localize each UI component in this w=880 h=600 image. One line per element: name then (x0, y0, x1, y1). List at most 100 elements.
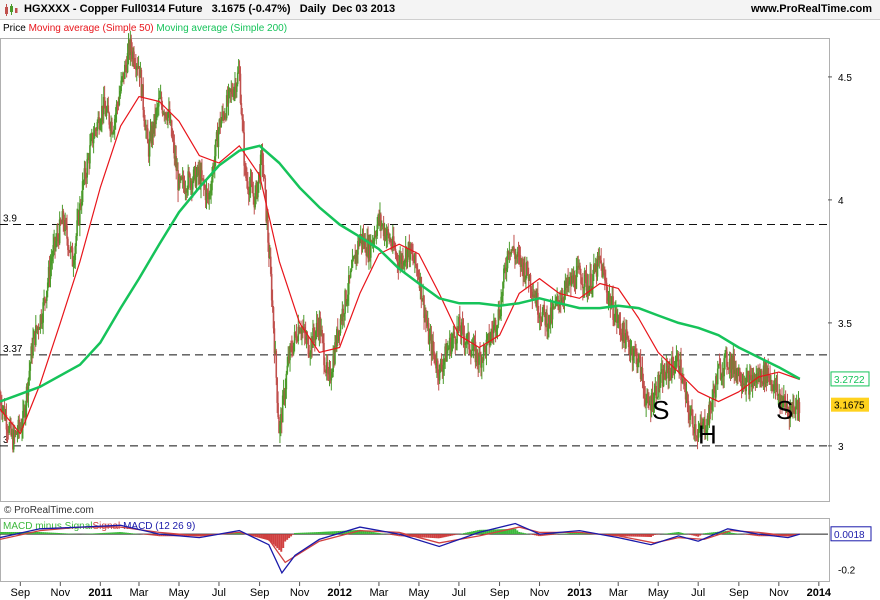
legend-macd[interactable]: MACD (12 26 9) (123, 521, 196, 532)
candle-body (338, 330, 341, 334)
candle-body (89, 145, 91, 164)
candle-body (475, 349, 478, 363)
candle-body (485, 339, 488, 356)
candle-body (783, 396, 786, 401)
candle-body (551, 307, 554, 320)
candle-body (268, 242, 270, 258)
candle-body (770, 380, 772, 382)
candle-body (45, 300, 47, 302)
candle-body (456, 326, 458, 344)
candle-body (709, 401, 712, 408)
candle-body (526, 261, 529, 274)
candle-body (348, 275, 351, 278)
candle-body (655, 385, 658, 399)
candle-body (129, 39, 132, 56)
candle-body (628, 347, 631, 354)
x-tick-label: Nov (290, 587, 310, 599)
candle-body (209, 192, 211, 194)
candle-body (288, 355, 290, 361)
candle-body (732, 355, 735, 370)
candle-body (397, 262, 400, 268)
candle-body (293, 332, 296, 343)
legend-macd-hist[interactable]: MACD minus Signal (3, 521, 93, 532)
x-tick-label: Jul (691, 587, 705, 599)
site-link[interactable]: www.ProRealTime.com (750, 3, 872, 15)
candle-body (159, 96, 162, 98)
candle-body (106, 105, 109, 111)
candle-body (773, 379, 776, 385)
candle-body (507, 251, 510, 255)
candle-body (515, 255, 517, 259)
legend-ma50[interactable]: Moving average (Simple 50) (28, 23, 154, 34)
candle-body (560, 297, 563, 303)
candle-body (318, 317, 321, 336)
candle-body (729, 358, 732, 373)
candle-body (733, 355, 736, 374)
candle-body (488, 333, 490, 346)
candle-body (51, 256, 54, 261)
candle-body (154, 114, 156, 125)
candle-body (224, 115, 227, 119)
candle-body (24, 405, 27, 418)
legend-ma200[interactable]: Moving average (Simple 200) (156, 23, 288, 34)
candle-body (166, 117, 168, 121)
candle-body (548, 315, 551, 326)
candle-body (74, 246, 77, 261)
candle-body (703, 419, 705, 422)
candle-body (110, 121, 112, 131)
candle-body (601, 264, 603, 278)
candle-body (253, 196, 256, 208)
x-tick-label: 2012 (327, 587, 351, 599)
candle-body (152, 125, 155, 134)
candle-body (16, 433, 19, 435)
candle-body (596, 256, 599, 277)
candle-body (69, 247, 72, 253)
candle-body (305, 337, 308, 340)
candle-body (590, 273, 592, 292)
candle-body (717, 364, 720, 369)
x-tick-label: Mar (369, 587, 388, 599)
candle-body (49, 265, 52, 280)
candle-body (366, 238, 368, 256)
candle-body (616, 320, 619, 323)
candle-body (87, 157, 89, 160)
legend-price[interactable]: Price (3, 23, 26, 34)
candle-body (120, 80, 122, 92)
candle-body (326, 362, 329, 374)
candle-body (295, 334, 298, 341)
candle-body (6, 429, 9, 432)
candle-body (343, 313, 345, 317)
candle-body (609, 295, 612, 309)
candle-body (763, 365, 766, 384)
candle-body (171, 136, 174, 140)
candle-body (321, 329, 323, 336)
candle-body (167, 112, 169, 121)
candle-body (690, 408, 692, 415)
candle-body (698, 429, 701, 433)
candle-body (711, 399, 714, 410)
candle-body (577, 266, 580, 268)
candle-body (518, 254, 521, 256)
candle-body (111, 121, 113, 134)
pattern-label: S (652, 395, 669, 425)
candle-body (310, 338, 312, 353)
candle-body (284, 389, 287, 400)
candle-body (80, 202, 83, 207)
candle-body (339, 318, 342, 334)
candle-body (57, 237, 60, 244)
candle-body (86, 159, 88, 178)
candle-body (306, 337, 309, 339)
candle-body (597, 256, 600, 260)
candle-body (241, 114, 244, 120)
candle-body (130, 39, 133, 52)
candle-body (407, 242, 410, 249)
candle-body (734, 369, 736, 374)
candle-body (170, 120, 173, 137)
candle-body (783, 396, 785, 404)
candle-body (347, 275, 350, 295)
candle-body (102, 97, 105, 115)
candle-body (262, 164, 265, 175)
candle-body (389, 240, 391, 242)
candle-body (258, 172, 260, 182)
